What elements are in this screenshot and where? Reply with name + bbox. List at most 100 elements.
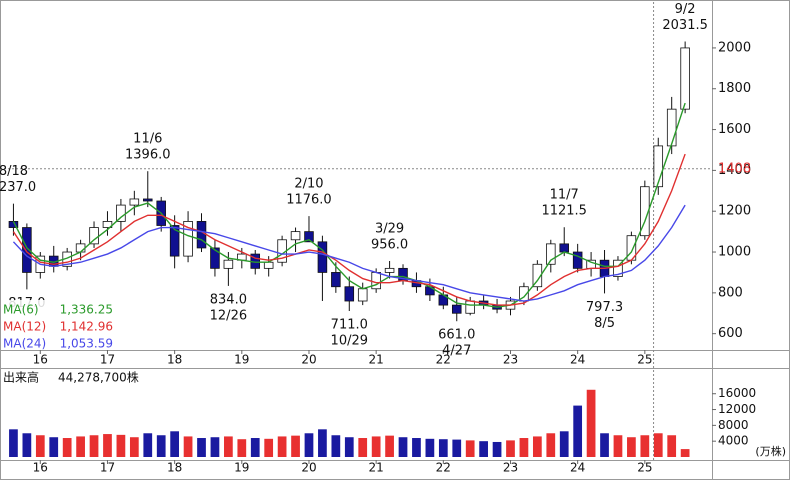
- y-tick-label: 2000: [718, 40, 751, 55]
- x-tick-label: 24: [570, 461, 585, 475]
- y-tick-label: 1200: [718, 204, 751, 219]
- x-tick-label: 25: [637, 461, 652, 475]
- candle-body: [680, 47, 690, 110]
- volume-bar: [76, 436, 85, 457]
- annotation-value: 1396.0: [125, 148, 171, 163]
- candle-body: [532, 263, 543, 288]
- annotation-date: 3/29: [375, 222, 404, 237]
- volume-bar: [62, 438, 72, 457]
- marker-label: 1408: [718, 161, 751, 176]
- volume-bar: [224, 436, 233, 457]
- candle-body: [317, 241, 328, 273]
- candle-body: [572, 251, 583, 269]
- x-tick-label: 24: [570, 353, 585, 367]
- volume-bar: [412, 438, 421, 457]
- candle-body: [290, 231, 301, 241]
- y-tick-label: 1600: [718, 122, 751, 137]
- candle-body: [263, 261, 274, 269]
- candle-body: [75, 243, 86, 253]
- candle-body: [451, 304, 462, 314]
- volume-bar: [304, 433, 314, 457]
- volume-bar: [170, 431, 180, 457]
- volume-bar: [613, 435, 623, 457]
- candle-body: [102, 221, 113, 228]
- annotation-date: 4/27: [442, 344, 471, 359]
- legend-name: MA(6): [3, 303, 39, 317]
- volume-bar: [667, 435, 677, 457]
- annotation-value: 2031.5: [662, 18, 708, 33]
- candle-body: [89, 227, 99, 245]
- candle-body: [666, 108, 677, 147]
- candle-body: [653, 145, 664, 188]
- volume-bar: [398, 437, 408, 457]
- legend-box: [1, 300, 116, 349]
- x-tick-label: 16: [33, 461, 48, 475]
- annotation-date: 8/18: [0, 164, 28, 179]
- annotation-date: 9/2: [675, 2, 696, 17]
- legend-name: MA(12): [3, 320, 46, 334]
- legend-value: 1,336.25: [60, 303, 113, 317]
- x-tick-label: 16: [33, 353, 48, 367]
- volume-bar: [385, 435, 394, 457]
- volume-bar: [277, 436, 287, 457]
- volume-bar: [559, 431, 569, 457]
- x-tick-label: 19: [234, 461, 249, 475]
- volume-bar: [103, 434, 112, 457]
- x-tick-label: 21: [369, 461, 384, 475]
- volume-bar: [331, 435, 341, 457]
- x-tick-label: 22: [436, 461, 451, 475]
- volume-bar: [640, 435, 650, 457]
- legend-value: 1,142.96: [60, 320, 113, 334]
- y-tick-label: 1800: [718, 81, 751, 96]
- volume-bar: [452, 439, 462, 457]
- volume-bar: [197, 438, 206, 457]
- y-tick-label: 16000: [718, 386, 756, 400]
- x-tick-label: 17: [100, 461, 115, 475]
- candle-body: [331, 272, 341, 288]
- volume-bar: [506, 440, 515, 457]
- y-tick-label: 1000: [718, 245, 751, 260]
- annotation-date: 12/26: [210, 308, 247, 323]
- y-tick-label: 800: [718, 285, 743, 300]
- volume-bar: [237, 439, 247, 457]
- volume-bar: [143, 433, 153, 457]
- annotation-value: 956.0: [371, 238, 408, 253]
- volume-bar: [129, 437, 139, 457]
- annotation-date: 11/7: [550, 188, 579, 203]
- volume-bar: [586, 389, 596, 457]
- y-tick-label: 600: [718, 326, 743, 341]
- candle-body: [640, 186, 650, 237]
- y-tick-label: 4000: [718, 434, 749, 448]
- volume-bar: [653, 433, 663, 457]
- annotation-date: 11/6: [133, 132, 162, 147]
- legend-name: MA(24): [3, 337, 46, 351]
- ma-line: [12, 102, 686, 308]
- x-tick-label: 22: [436, 353, 451, 367]
- candle-body: [183, 221, 193, 257]
- ma-line: [12, 153, 686, 306]
- candle-body: [384, 267, 395, 273]
- legend-value: 1,053.59: [60, 337, 113, 351]
- annotation-date: 8/5: [594, 316, 615, 331]
- volume-bar: [318, 429, 327, 457]
- volume-bar: [183, 436, 193, 457]
- candle-body: [613, 259, 623, 277]
- volume-bar: [49, 437, 59, 457]
- ma-line: [12, 204, 686, 302]
- volume-bar: [156, 435, 166, 457]
- volume-bar: [22, 433, 32, 457]
- annotation-value: 797.3: [586, 300, 623, 315]
- candle-body: [116, 204, 126, 222]
- x-tick-label: 21: [369, 353, 384, 367]
- volume-bar: [291, 435, 300, 457]
- annotation-date: 10/29: [331, 334, 368, 349]
- x-tick-label: 23: [503, 353, 518, 367]
- annotation-date: 2/10: [294, 177, 323, 192]
- annotation-value: 1176.0: [286, 193, 332, 208]
- volume-bar: [371, 436, 381, 457]
- candle-body: [129, 198, 140, 206]
- candle-body: [196, 221, 207, 249]
- x-tick-label: 17: [100, 353, 115, 367]
